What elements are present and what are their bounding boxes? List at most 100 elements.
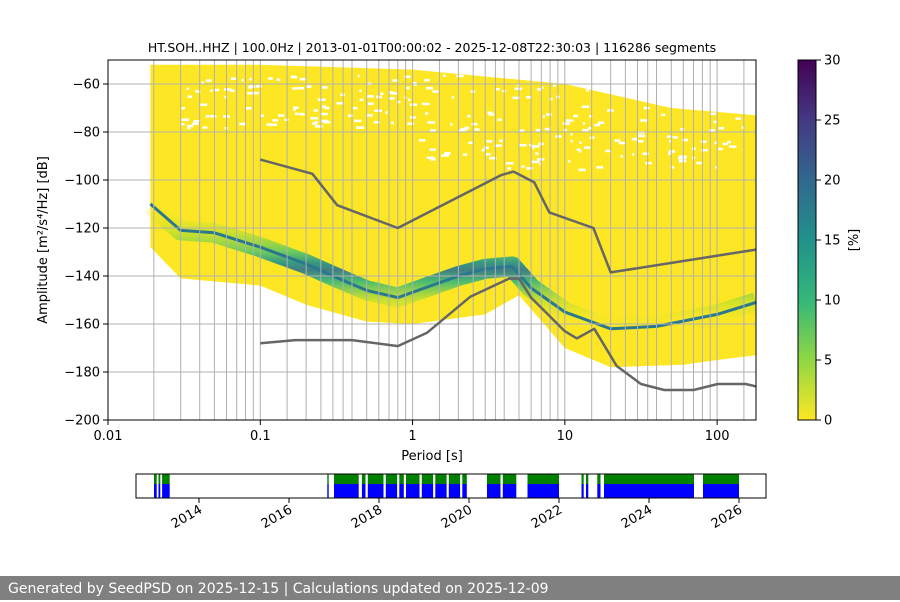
- x-tick-label: 0.1: [250, 429, 271, 444]
- density-speck: [418, 139, 426, 142]
- density-speck: [354, 119, 362, 123]
- density-speck: [487, 111, 493, 114]
- available-interval: [448, 484, 461, 498]
- density-speck: [388, 91, 394, 94]
- density-speck: [584, 146, 591, 149]
- density-speck: [517, 84, 520, 87]
- density-speck: [425, 112, 429, 115]
- density-speck: [409, 103, 418, 106]
- colorbar-tick-label: 5: [824, 354, 832, 369]
- density-speck: [687, 92, 696, 95]
- density-speck: [512, 96, 520, 100]
- density-speck: [570, 133, 573, 136]
- density-speck: [638, 134, 646, 138]
- density-speck: [579, 150, 582, 153]
- density-speck: [187, 95, 193, 98]
- density-speck: [224, 88, 232, 91]
- density-speck: [427, 121, 436, 124]
- density-speck: [642, 152, 649, 155]
- timeline-frame: [135, 473, 767, 499]
- density-speck: [654, 85, 658, 88]
- density-speck: [589, 115, 593, 118]
- density-speck: [568, 160, 571, 163]
- density-speck: [573, 114, 578, 118]
- density-speck: [631, 137, 638, 141]
- density-speck: [205, 79, 212, 82]
- available-interval: [385, 484, 398, 498]
- density-speck: [579, 141, 582, 144]
- density-speck: [199, 103, 208, 106]
- density-speck: [323, 120, 331, 124]
- density-speck: [313, 109, 318, 112]
- colorbar-tick-label: 0: [824, 414, 832, 429]
- processed-interval: [581, 474, 584, 484]
- density-speck: [297, 87, 305, 90]
- density-speck: [632, 90, 636, 94]
- processed-interval: [597, 474, 601, 484]
- density-speck: [241, 78, 244, 82]
- density-speck: [507, 167, 511, 170]
- density-speck: [471, 122, 478, 126]
- density-speck: [441, 154, 449, 157]
- colorbar-tick-label: 25: [824, 114, 841, 129]
- available-interval: [154, 484, 157, 498]
- density-speck: [542, 115, 545, 118]
- x-tick-label: 100: [705, 429, 730, 444]
- colorbar-tick-label: 20: [824, 174, 841, 189]
- density-speck: [239, 122, 247, 126]
- density-speck: [195, 90, 201, 93]
- processed-interval: [487, 474, 501, 484]
- colorbar: [797, 59, 817, 421]
- y-tick-label: −140: [64, 270, 100, 285]
- density-speck: [213, 88, 220, 92]
- density-speck: [670, 166, 675, 169]
- nlnm-curve: [260, 277, 756, 392]
- density-speck: [192, 122, 199, 126]
- density-speck: [535, 128, 541, 132]
- available-interval: [361, 484, 366, 498]
- density-speck: [532, 145, 540, 148]
- density-speck: [494, 144, 502, 147]
- density-speck: [376, 95, 380, 98]
- density-speck: [678, 157, 687, 160]
- available-interval: [502, 484, 517, 498]
- density-speck: [696, 161, 703, 165]
- density-speck: [565, 119, 574, 122]
- colorbar-label: [%]: [847, 229, 862, 252]
- sparse-density-specks: [180, 74, 745, 172]
- density-speck: [284, 118, 289, 122]
- density-speck: [741, 78, 744, 81]
- amplitude-gridlines: [108, 83, 756, 420]
- density-speck: [430, 158, 436, 161]
- density-speck: [450, 123, 453, 126]
- density-speck: [526, 96, 532, 99]
- density-speck: [392, 79, 399, 82]
- density-speck: [728, 145, 737, 148]
- density-speck: [317, 98, 326, 101]
- density-speck: [299, 112, 305, 116]
- density-speck: [444, 152, 451, 155]
- x-axis-label: Period [s]: [401, 449, 463, 464]
- density-speck: [359, 89, 362, 93]
- density-speck: [390, 92, 398, 95]
- density-speck: [620, 155, 623, 158]
- density-speck: [532, 146, 535, 150]
- density-speck: [260, 114, 264, 117]
- density-speck: [715, 166, 718, 169]
- density-speck: [578, 168, 586, 172]
- density-speck: [322, 105, 327, 108]
- density-speck: [541, 86, 544, 89]
- density-speck: [488, 113, 495, 116]
- density-speck: [336, 102, 344, 105]
- density-speck: [181, 118, 189, 121]
- density-speck: [267, 77, 273, 80]
- density-speck: [645, 161, 652, 165]
- density-speck: [293, 106, 299, 109]
- density-speck: [549, 97, 553, 101]
- footer-bar: Generated by SeedPSD on 2025-12-15 | Cal…: [0, 576, 900, 600]
- density-speck: [292, 87, 297, 90]
- processed-interval: [703, 474, 739, 484]
- density-speck: [497, 118, 502, 121]
- density-speck: [661, 113, 666, 117]
- available-interval: [604, 484, 694, 498]
